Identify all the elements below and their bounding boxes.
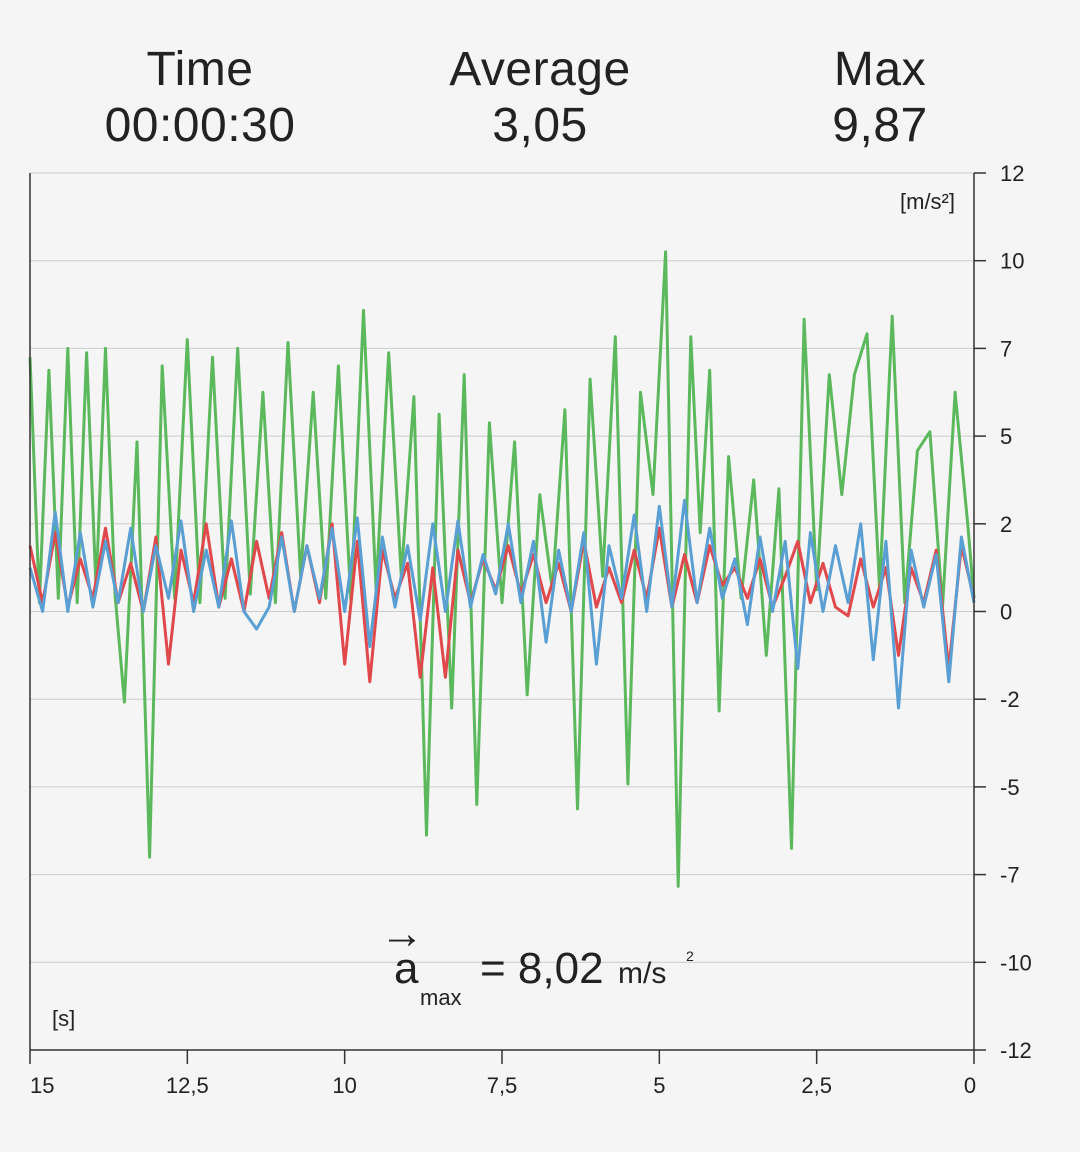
y-tick-label: 10: [1000, 249, 1024, 274]
y-unit-label: [m/s²]: [900, 189, 955, 214]
grid-lines: [30, 172, 974, 1051]
y-tick-label: -12: [1000, 1038, 1032, 1063]
axes: [29, 172, 986, 1064]
a-max-value: = 8,02: [480, 944, 604, 993]
a-symbol: a: [394, 944, 419, 993]
series-line-blue: [28, 498, 976, 710]
x-tick-label: 10: [332, 1073, 356, 1098]
y-tick-label: 0: [1000, 600, 1012, 625]
x-tick-label: 15: [30, 1073, 54, 1098]
x-tick-label: 5: [653, 1073, 665, 1098]
y-tick-label: 2: [1000, 512, 1012, 537]
a-max-unit: m/s: [618, 957, 667, 990]
y-tick-label: -5: [1000, 775, 1020, 800]
x-tick-label: 7,5: [487, 1073, 518, 1098]
average-value: 3,05: [492, 99, 588, 152]
vector-arrow-icon: →: [380, 909, 424, 958]
y-tick-label: 7: [1000, 336, 1012, 361]
y-tick-label: -10: [1000, 950, 1032, 975]
time-stat: Time 00:00:30: [50, 42, 350, 154]
y-tick-label: 12: [1000, 161, 1024, 186]
y-tick-label: 5: [1000, 424, 1012, 449]
a-subscript: max: [420, 985, 462, 1010]
max-label: Max: [833, 43, 927, 96]
max-value: 9,87: [832, 99, 928, 152]
a-max-readout: → a max = 8,02 m/s 2: [380, 912, 740, 1020]
x-tick-label: 12,5: [166, 1073, 209, 1098]
y-tick-label: -7: [1000, 863, 1020, 888]
max-stat: Max 9,87: [730, 42, 1030, 154]
series-line-green: [28, 250, 976, 888]
x-tick-label: 0: [964, 1073, 976, 1098]
time-value: 00:00:30: [104, 99, 296, 152]
average-stat: Average 3,05: [390, 42, 690, 154]
x-tick-label: 2,5: [801, 1073, 832, 1098]
time-label: Time: [146, 43, 254, 96]
y-tick-label: -2: [1000, 687, 1020, 712]
series-lines: [28, 250, 976, 888]
x-unit-label: [s]: [52, 1006, 75, 1031]
stats-header: Time 00:00:30 Average 3,05 Max 9,87: [0, 42, 1080, 162]
a-max-unit-sup: 2: [686, 948, 694, 964]
average-label: Average: [449, 43, 631, 96]
tick-labels: 12 10 7 5 2 0 -2 -5 -7 -10 -12 15 12,5 10 7,5 5 2,5 0: [30, 161, 1032, 1098]
